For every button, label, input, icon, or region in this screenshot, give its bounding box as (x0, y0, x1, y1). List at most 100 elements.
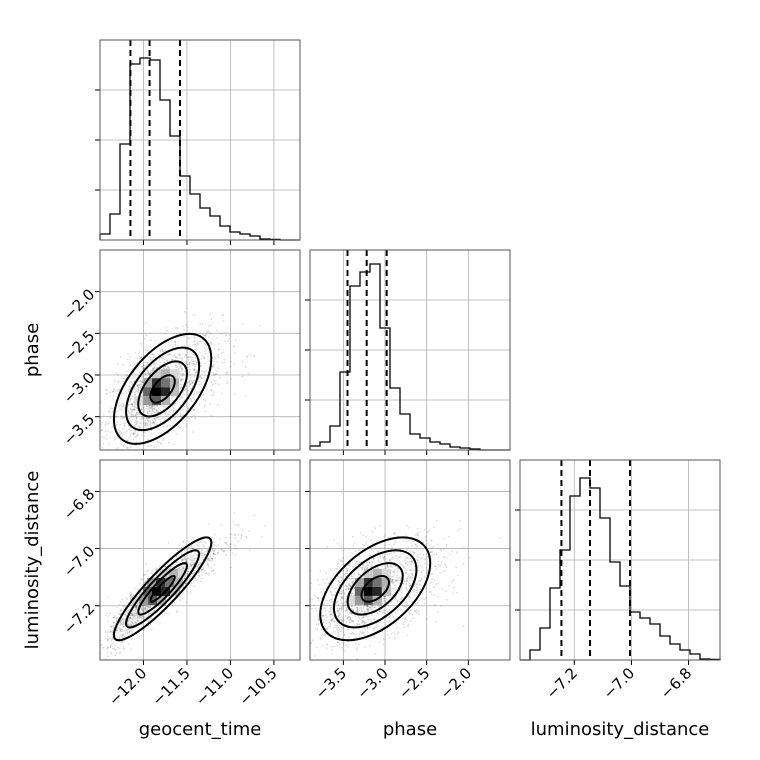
scatter-point (245, 535, 247, 538)
scatter-point (143, 609, 146, 611)
scatter-point (341, 608, 344, 611)
scatter-point (181, 559, 184, 561)
scatter-point (388, 637, 391, 639)
scatter-point (370, 565, 373, 568)
scatter-point (170, 397, 173, 399)
scatter-point (196, 363, 198, 366)
scatter-point (133, 421, 136, 424)
scatter-point (134, 453, 136, 455)
scatter-point (134, 423, 137, 425)
scatter-point (333, 617, 336, 620)
scatter-point (420, 578, 423, 581)
scatter-point (220, 548, 223, 551)
scatter-point (110, 653, 113, 655)
scatter-point (329, 613, 331, 616)
scatter-point (130, 408, 132, 411)
scatter-point (334, 624, 337, 626)
scatter-point (409, 584, 412, 587)
scatter-point (340, 590, 343, 593)
scatter-point (378, 641, 381, 644)
scatter-point (219, 523, 222, 526)
scatter-point (397, 556, 400, 559)
scatter-point (415, 594, 417, 597)
scatter-point (202, 398, 205, 401)
scatter-point (389, 621, 392, 624)
scatter-point (358, 548, 360, 551)
scatter-point (112, 390, 115, 393)
scatter-point (190, 564, 193, 567)
scatter-point (185, 424, 188, 427)
scatter-point (393, 597, 396, 600)
scatter-point (204, 350, 207, 353)
scatter-point (148, 373, 150, 376)
scatter-point (157, 407, 160, 410)
scatter-point (433, 579, 436, 582)
density-panel-geocent_time-vs-luminosity_distance: −7.2−7.0−6.8−12.0−11.5−11.0−10.5 (60, 459, 301, 709)
scatter-point (102, 443, 105, 445)
scatter-point (196, 544, 199, 546)
scatter-point (383, 558, 385, 561)
scatter-point (165, 411, 168, 414)
scatter-point (201, 549, 204, 552)
scatter-point (376, 612, 379, 615)
scatter-point (200, 383, 203, 385)
scatter-point (211, 559, 214, 561)
scatter-point (167, 541, 170, 544)
scatter-point (396, 600, 399, 603)
scatter-point (357, 616, 360, 619)
scatter-point (208, 553, 211, 556)
scatter-point (100, 644, 103, 647)
scatter-point (406, 634, 409, 637)
scatter-point (149, 444, 152, 447)
scatter-point (216, 553, 219, 555)
scatter-point (171, 359, 174, 361)
scatter-point (186, 572, 189, 575)
scatter-point (369, 554, 372, 557)
scatter-point (327, 582, 330, 584)
scatter-point (393, 556, 395, 559)
scatter-point (304, 610, 306, 612)
scatter-point (310, 642, 313, 645)
scatter-point (437, 543, 439, 546)
scatter-point (148, 406, 151, 409)
scatter-point (106, 631, 109, 633)
scatter-point (172, 559, 175, 561)
scatter-point (199, 322, 202, 325)
scatter-point (188, 371, 190, 374)
scatter-point (91, 452, 93, 454)
scatter-point (142, 610, 145, 613)
scatter-point (403, 626, 405, 629)
scatter-point (365, 567, 368, 569)
scatter-point (206, 385, 209, 388)
scatter-point (175, 364, 178, 367)
scatter-point (228, 334, 231, 336)
scatter-point (192, 363, 195, 365)
scatter-point (362, 564, 365, 566)
scatter-point (129, 620, 132, 623)
scatter-point (360, 617, 363, 619)
scatter-point (367, 618, 370, 621)
scatter-point (340, 592, 343, 595)
scatter-point (398, 562, 401, 565)
scatter-point (190, 564, 193, 567)
density-cell (160, 568, 170, 578)
density-cell (170, 387, 180, 397)
scatter-point (350, 605, 353, 608)
scatter-point (212, 391, 215, 394)
scatter-point (317, 597, 320, 599)
scatter-point (331, 648, 333, 651)
scatter-point (411, 590, 414, 593)
scatter-point (203, 540, 205, 543)
scatter-point (355, 610, 358, 612)
scatter-point (390, 552, 393, 555)
scatter-point (122, 633, 125, 636)
scatter-point (192, 360, 195, 363)
scatter-point (220, 548, 223, 551)
scatter-point (259, 324, 262, 327)
scatter-point (159, 442, 162, 444)
scatter-point (119, 613, 121, 616)
scatter-point (112, 624, 115, 627)
scatter-point (224, 361, 227, 363)
scatter-point (359, 566, 362, 568)
scatter-point (122, 416, 125, 419)
